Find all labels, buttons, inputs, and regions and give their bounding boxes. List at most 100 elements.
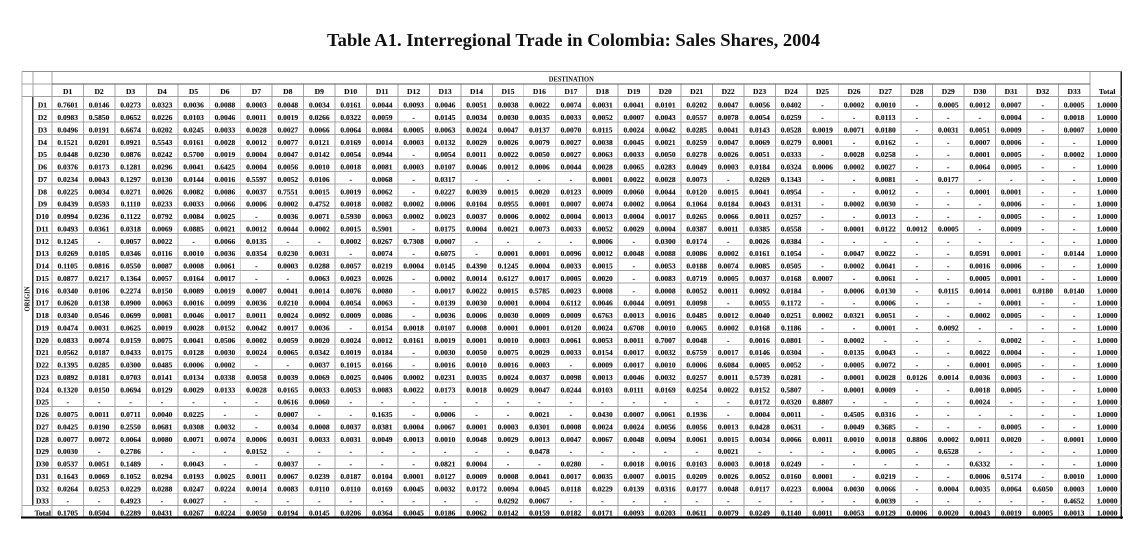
svg-text:-: - bbox=[1041, 237, 1044, 246]
svg-text:0.0994: 0.0994 bbox=[57, 212, 78, 221]
svg-text:0.0027: 0.0027 bbox=[183, 497, 204, 506]
svg-text:0.0034: 0.0034 bbox=[89, 187, 110, 196]
svg-text:0.0052: 0.0052 bbox=[592, 113, 613, 122]
svg-text:0.0004: 0.0004 bbox=[1001, 113, 1022, 122]
svg-text:D24: D24 bbox=[785, 87, 798, 96]
svg-text:0.0013: 0.0013 bbox=[592, 212, 613, 221]
svg-text:0.0093: 0.0093 bbox=[623, 508, 644, 517]
svg-text:0.0292: 0.0292 bbox=[498, 497, 519, 506]
svg-text:0.0068: 0.0068 bbox=[372, 175, 393, 184]
svg-text:0.0026: 0.0026 bbox=[718, 150, 739, 159]
svg-text:0.0528: 0.0528 bbox=[781, 125, 802, 134]
svg-text:-: - bbox=[255, 410, 258, 419]
svg-text:0.0115: 0.0115 bbox=[938, 286, 958, 295]
svg-text:0.0146: 0.0146 bbox=[89, 101, 110, 110]
svg-text:D9: D9 bbox=[315, 87, 324, 96]
svg-text:-: - bbox=[979, 323, 982, 332]
svg-text:-: - bbox=[821, 385, 824, 394]
svg-text:0.0039: 0.0039 bbox=[875, 497, 896, 506]
svg-text:0.6075: 0.6075 bbox=[435, 249, 456, 258]
svg-text:0.4390: 0.4390 bbox=[466, 262, 487, 271]
svg-text:D25: D25 bbox=[36, 398, 49, 407]
svg-text:0.0028: 0.0028 bbox=[875, 373, 896, 382]
svg-text:0.0182: 0.0182 bbox=[561, 508, 582, 517]
svg-text:0.0012: 0.0012 bbox=[875, 187, 896, 196]
svg-text:-: - bbox=[255, 422, 258, 431]
svg-text:0.0242: 0.0242 bbox=[152, 150, 173, 159]
svg-text:-: - bbox=[853, 497, 856, 506]
svg-text:-: - bbox=[538, 175, 541, 184]
svg-text:-: - bbox=[412, 175, 415, 184]
svg-text:-: - bbox=[475, 249, 478, 258]
svg-text:-: - bbox=[821, 224, 824, 233]
svg-text:0.0006: 0.0006 bbox=[466, 311, 487, 320]
svg-text:1.0000: 1.0000 bbox=[1097, 175, 1118, 184]
svg-text:0.0044: 0.0044 bbox=[372, 101, 393, 110]
svg-text:0.0175: 0.0175 bbox=[152, 348, 173, 357]
svg-text:0.0088: 0.0088 bbox=[215, 101, 236, 110]
svg-text:1.0000: 1.0000 bbox=[1097, 212, 1118, 221]
svg-text:0.0321: 0.0321 bbox=[844, 311, 865, 320]
svg-text:0.6425: 0.6425 bbox=[215, 163, 236, 172]
svg-text:0.0056: 0.0056 bbox=[686, 422, 707, 431]
svg-text:0.0061: 0.0061 bbox=[215, 262, 236, 271]
svg-text:0.0181: 0.0181 bbox=[89, 373, 110, 382]
svg-text:0.0034: 0.0034 bbox=[749, 435, 770, 444]
svg-text:0.0019: 0.0019 bbox=[215, 150, 236, 159]
svg-text:0.0279: 0.0279 bbox=[781, 138, 802, 147]
svg-text:0.0063: 0.0063 bbox=[372, 212, 393, 221]
svg-text:0.0259: 0.0259 bbox=[781, 113, 802, 122]
svg-text:-: - bbox=[821, 101, 824, 110]
svg-text:1.0000: 1.0000 bbox=[1097, 435, 1118, 444]
svg-text:0.0004: 0.0004 bbox=[655, 224, 676, 233]
svg-text:0.0304: 0.0304 bbox=[781, 348, 802, 357]
svg-text:0.0077: 0.0077 bbox=[57, 435, 78, 444]
svg-text:-: - bbox=[979, 200, 982, 209]
svg-text:0.0009: 0.0009 bbox=[340, 311, 361, 320]
svg-text:-: - bbox=[821, 323, 824, 332]
svg-text:0.0625: 0.0625 bbox=[120, 323, 141, 332]
svg-text:0.0064: 0.0064 bbox=[655, 200, 676, 209]
svg-text:0.0121: 0.0121 bbox=[309, 138, 330, 147]
svg-text:0.0092: 0.0092 bbox=[938, 323, 959, 332]
svg-text:0.0031: 0.0031 bbox=[89, 323, 110, 332]
svg-text:0.0053: 0.0053 bbox=[844, 508, 865, 517]
svg-text:0.0021: 0.0021 bbox=[529, 410, 550, 419]
svg-text:0.0002: 0.0002 bbox=[403, 373, 424, 382]
svg-text:0.0719: 0.0719 bbox=[686, 274, 707, 283]
svg-text:0.0002: 0.0002 bbox=[844, 262, 865, 271]
svg-text:0.0005: 0.0005 bbox=[875, 447, 896, 456]
svg-text:0.0130: 0.0130 bbox=[152, 175, 173, 184]
svg-text:-: - bbox=[853, 113, 856, 122]
svg-text:-: - bbox=[224, 410, 227, 419]
svg-text:0.0271: 0.0271 bbox=[120, 187, 141, 196]
svg-text:0.0162: 0.0162 bbox=[875, 138, 896, 147]
svg-text:0.1705: 0.1705 bbox=[57, 508, 78, 517]
svg-text:-: - bbox=[947, 361, 950, 370]
svg-text:0.0018: 0.0018 bbox=[875, 435, 896, 444]
svg-text:D13: D13 bbox=[439, 87, 452, 96]
svg-text:0.0165: 0.0165 bbox=[277, 385, 298, 394]
svg-text:-: - bbox=[947, 249, 950, 258]
svg-text:0.0273: 0.0273 bbox=[120, 101, 141, 110]
svg-text:0.0354: 0.0354 bbox=[246, 249, 267, 258]
svg-text:0.0009: 0.0009 bbox=[529, 311, 550, 320]
svg-text:0.0016: 0.0016 bbox=[749, 336, 770, 345]
svg-text:-: - bbox=[853, 138, 856, 147]
svg-text:0.0060: 0.0060 bbox=[623, 187, 644, 196]
svg-text:0.0173: 0.0173 bbox=[89, 163, 110, 172]
svg-text:-: - bbox=[224, 447, 227, 456]
svg-text:1.0000: 1.0000 bbox=[1097, 163, 1118, 172]
svg-text:0.0281: 0.0281 bbox=[781, 373, 802, 382]
svg-text:0.0022: 0.0022 bbox=[498, 150, 519, 159]
svg-text:0.0011: 0.0011 bbox=[246, 311, 266, 320]
svg-text:0.7601: 0.7601 bbox=[57, 101, 78, 110]
svg-text:0.0028: 0.0028 bbox=[592, 163, 613, 172]
svg-text:0.0017: 0.0017 bbox=[215, 311, 236, 320]
svg-text:0.0138: 0.0138 bbox=[89, 299, 110, 308]
svg-text:0.0044: 0.0044 bbox=[655, 187, 676, 196]
svg-text:0.0115: 0.0115 bbox=[592, 125, 612, 134]
svg-text:D20: D20 bbox=[36, 336, 49, 345]
svg-text:0.0316: 0.0316 bbox=[875, 410, 896, 419]
svg-text:0.0073: 0.0073 bbox=[529, 224, 550, 233]
